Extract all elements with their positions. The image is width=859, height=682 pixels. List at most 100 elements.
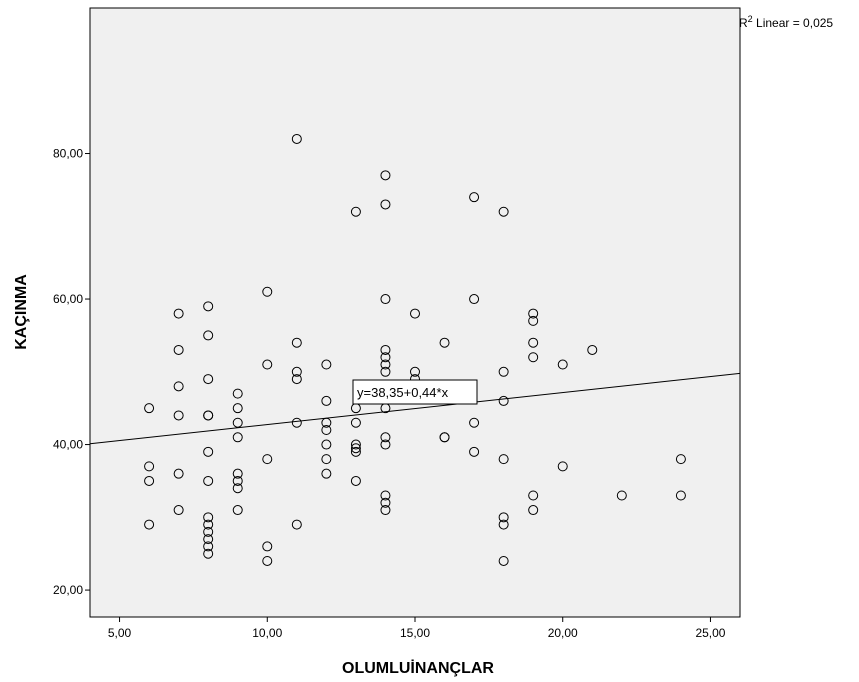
data-point xyxy=(232,432,243,443)
data-point xyxy=(291,519,302,530)
data-point xyxy=(350,443,361,454)
r2-text: Linear = 0,025 xyxy=(753,16,834,30)
x-tick-label: 5,00 xyxy=(108,626,132,640)
data-point xyxy=(262,359,273,370)
data-point xyxy=(144,403,155,414)
data-point xyxy=(498,555,509,566)
data-point xyxy=(321,425,332,436)
x-axis-title: OLUMLUİNANÇLAR xyxy=(342,659,494,677)
data-point xyxy=(203,374,214,385)
data-point xyxy=(262,541,273,552)
data-point xyxy=(469,446,480,457)
data-point xyxy=(557,359,568,370)
data-point xyxy=(380,344,391,355)
data-point xyxy=(350,206,361,217)
data-point xyxy=(380,490,391,501)
data-point xyxy=(498,454,509,465)
data-point xyxy=(144,461,155,472)
data-point xyxy=(321,439,332,450)
equation-label: y=38,35+0,44*x xyxy=(357,385,449,400)
data-point xyxy=(380,359,391,370)
data-point xyxy=(380,505,391,516)
data-point xyxy=(203,301,214,312)
data-point xyxy=(203,330,214,341)
data-point xyxy=(380,294,391,305)
data-point xyxy=(232,417,243,428)
data-point xyxy=(410,308,420,319)
r2-label: R2 Linear = 0,025 xyxy=(739,14,833,30)
data-point xyxy=(203,446,214,457)
data-point xyxy=(528,315,539,326)
data-point xyxy=(528,337,539,348)
data-point xyxy=(675,490,686,501)
y-axis-ticks: 20,00 40,00 60,00 80,00 xyxy=(53,147,90,597)
data-point xyxy=(232,468,243,479)
data-point xyxy=(144,519,155,530)
y-axis-title: KAÇINMA xyxy=(13,274,30,350)
equation-box: y=38,35+0,44*x xyxy=(352,379,478,405)
y-tick-label: 60,00 xyxy=(53,292,83,306)
data-point xyxy=(410,366,420,377)
data-point xyxy=(203,512,214,523)
data-point xyxy=(203,534,214,545)
data-point xyxy=(232,475,243,486)
data-point xyxy=(232,483,243,494)
data-point xyxy=(350,446,361,457)
data-point xyxy=(291,337,302,348)
data-point xyxy=(380,497,391,508)
r2-superscript: 2 xyxy=(748,14,753,24)
data-point xyxy=(380,352,391,363)
data-point xyxy=(291,374,302,385)
data-point xyxy=(232,505,243,516)
data-point xyxy=(232,403,243,414)
y-tick-label: 80,00 xyxy=(53,147,83,161)
data-point xyxy=(321,359,332,370)
data-point xyxy=(469,294,480,305)
data-point xyxy=(262,555,273,566)
data-point xyxy=(321,468,332,479)
data-point xyxy=(203,541,214,552)
y-tick-label: 20,00 xyxy=(53,583,83,597)
x-axis-ticks: 5,00 10,00 15,00 20,00 25,00 xyxy=(108,617,726,640)
data-point xyxy=(291,417,302,428)
data-point xyxy=(469,192,480,203)
data-point xyxy=(380,366,391,377)
x-tick-label: 15,00 xyxy=(400,626,430,640)
data-point xyxy=(262,286,273,297)
y-tick-label: 40,00 xyxy=(53,438,83,452)
data-point xyxy=(498,366,509,377)
data-point xyxy=(321,454,332,465)
data-point xyxy=(350,439,361,450)
data-point xyxy=(350,475,361,486)
data-point xyxy=(498,395,509,406)
data-point xyxy=(173,468,184,479)
data-point xyxy=(528,490,539,501)
data-point xyxy=(469,417,480,428)
data-point xyxy=(262,454,273,465)
data-point xyxy=(380,170,391,181)
data-point xyxy=(675,454,686,465)
data-point xyxy=(498,519,509,530)
data-point xyxy=(498,512,509,523)
data-point xyxy=(173,410,184,421)
data-point xyxy=(291,366,302,377)
data-point xyxy=(173,381,184,392)
data-point xyxy=(498,206,509,217)
data-point xyxy=(203,475,214,486)
data-points xyxy=(144,133,686,566)
regression-line xyxy=(89,372,741,445)
data-point xyxy=(616,490,627,501)
data-point xyxy=(528,505,539,516)
data-point xyxy=(203,519,214,530)
x-tick-label: 25,00 xyxy=(695,626,725,640)
data-point xyxy=(557,461,568,472)
data-point xyxy=(203,548,214,559)
data-point xyxy=(203,410,214,421)
data-point xyxy=(528,308,539,319)
data-point xyxy=(291,133,302,144)
data-point xyxy=(350,417,361,428)
data-point xyxy=(380,432,391,443)
data-point xyxy=(232,388,243,399)
data-point xyxy=(321,395,332,406)
